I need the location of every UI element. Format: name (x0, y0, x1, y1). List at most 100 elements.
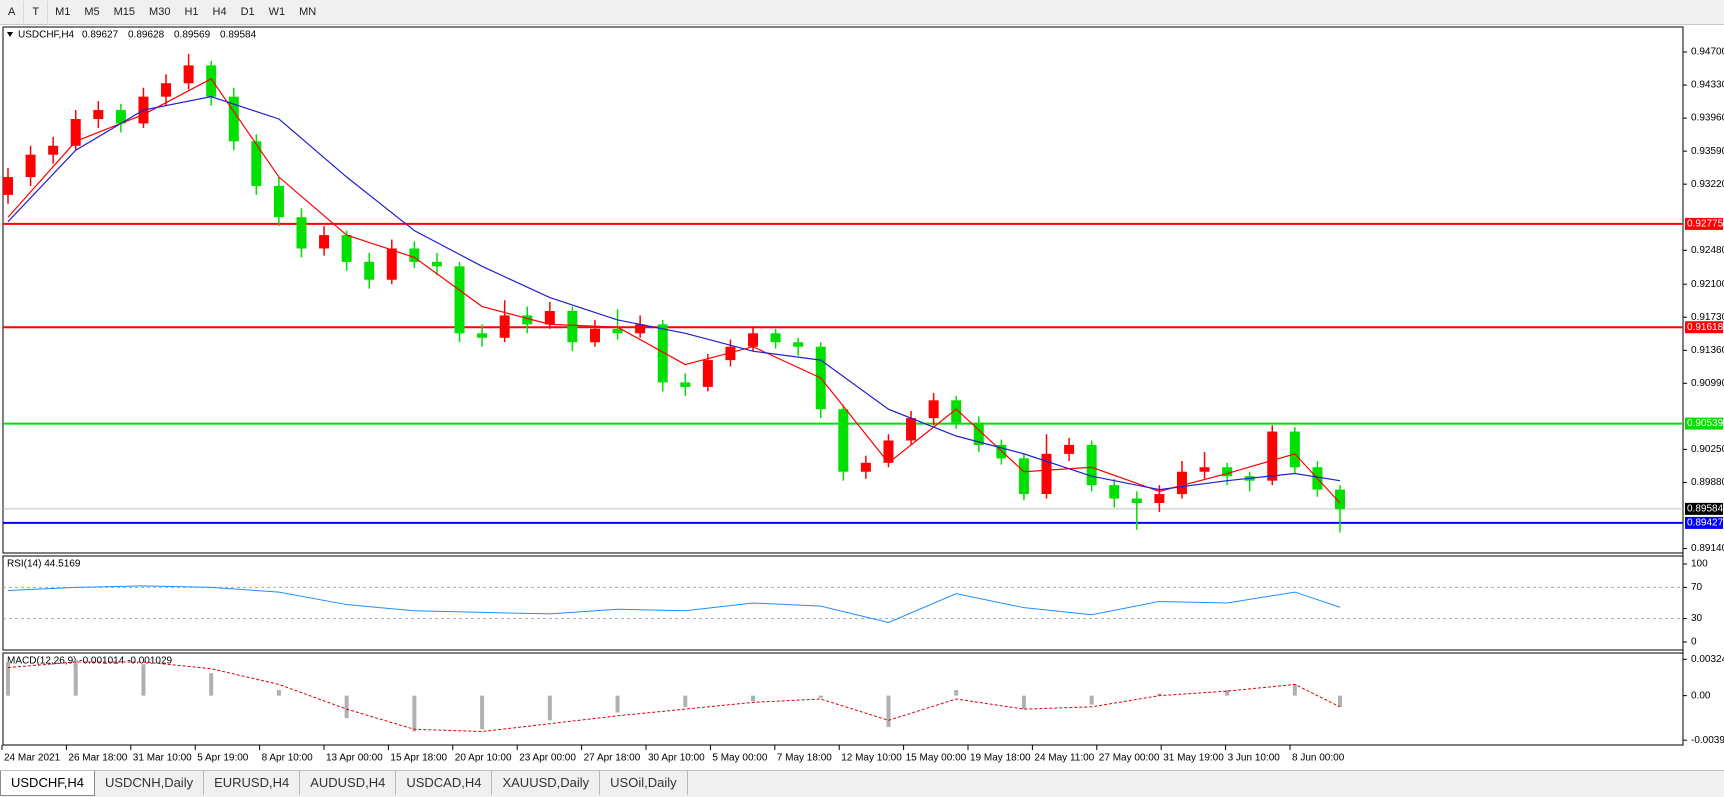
candle-body (228, 96, 239, 142)
toolbar: A T M1 M5 M15 M30 H1 H4 D1 W1 MN (0, 0, 1724, 25)
panel-frame (2, 652, 1684, 746)
level-label: 0.92775 (1687, 219, 1724, 230)
candle-body (206, 65, 217, 97)
timeframe-button[interactable]: M1 (55, 6, 71, 18)
symbol-tab[interactable]: USOil,Daily (600, 771, 688, 795)
macd-bar (480, 695, 485, 730)
macd-bar (344, 695, 349, 719)
candle-body (251, 141, 262, 186)
candle-body (1041, 453, 1052, 495)
y-tick-label: 0.93220 (1691, 179, 1724, 190)
candle-body (319, 235, 330, 249)
indicator-title: MACD(12,26,9) -0.001014 -0.001029 (7, 656, 173, 667)
x-tick-label: 15 May 00:00 (906, 753, 967, 764)
candle-body (793, 342, 804, 347)
x-tick-label: 30 Apr 10:00 (648, 753, 705, 764)
toolbar-tool[interactable]: T (24, 1, 49, 23)
x-tick-label: 3 Jun 10:00 (1228, 753, 1281, 764)
x-tick-label: 23 Apr 00:00 (519, 753, 576, 764)
candle-body (725, 346, 736, 361)
y-tick-label: 70 (1691, 582, 1703, 593)
candle-body (860, 462, 871, 472)
x-tick-label: 24 Mar 2021 (4, 753, 61, 764)
candle-body (25, 154, 36, 178)
x-tick-label: 5 May 00:00 (712, 753, 767, 764)
candle-body (544, 310, 555, 325)
candle-body (589, 328, 600, 343)
x-tick-label: 8 Jun 00:00 (1292, 753, 1345, 764)
symbol-tab[interactable]: AUDUSD,H4 (300, 771, 397, 795)
candle-body (1131, 498, 1142, 503)
y-tick-label: 0.92480 (1691, 245, 1724, 256)
macd-bar (954, 690, 959, 696)
timeframe-button[interactable]: D1 (240, 6, 255, 18)
y-tick-label: 100 (1691, 559, 1708, 570)
symbol-tab[interactable]: XAUUSD,Daily (492, 771, 601, 795)
candle-body (477, 333, 488, 338)
macd-bar (683, 695, 688, 707)
y-tick-label: 30 (1691, 613, 1703, 624)
macd-bar (1338, 695, 1342, 707)
header-price: 0.89627 (82, 30, 119, 41)
candle-body (883, 440, 894, 463)
chart-title: USDCHF,H4 (18, 30, 75, 41)
candle-body (1176, 471, 1187, 495)
candle-body (1064, 444, 1075, 454)
candle-body (296, 217, 307, 249)
y-tick-label: 0 (1691, 637, 1697, 648)
symbol-tab[interactable]: USDCNH,Daily (95, 771, 205, 795)
y-tick-label: 0.94700 (1691, 47, 1724, 58)
timeframe-button[interactable]: M5 (84, 6, 100, 18)
x-tick-label: 31 Mar 10:00 (133, 753, 192, 764)
candle-body (183, 65, 194, 84)
macd-bar (751, 695, 756, 702)
candle-body (1109, 485, 1120, 499)
y-tick-label: 0.003241 (1691, 654, 1724, 665)
level-label-box (1685, 516, 1723, 529)
timeframe-button[interactable]: M30 (149, 6, 171, 18)
candle-body (1267, 431, 1278, 481)
candle-body (3, 177, 13, 195)
x-tick-label: 26 Mar 18:00 (68, 753, 127, 764)
symbol-tab[interactable]: USDCHF,H4 (0, 771, 95, 796)
candle-body (454, 266, 465, 334)
y-tick-label: 0.91360 (1691, 345, 1724, 356)
toolbar-tool[interactable]: A (0, 1, 25, 23)
candle-body (341, 235, 352, 262)
symbol-tab[interactable]: EURUSD,H4 (204, 771, 301, 795)
candle-body (1154, 494, 1165, 503)
timeframe-button[interactable]: MN (299, 6, 317, 18)
candle-body (386, 248, 397, 280)
candle-body (70, 118, 81, 146)
macd-bar (615, 695, 620, 713)
macd-signal (7, 661, 1341, 733)
candle-body (635, 324, 646, 334)
x-tick-label: 24 May 11:00 (1034, 753, 1094, 764)
header-price: 0.89584 (220, 30, 257, 41)
candle-body (1289, 431, 1300, 468)
header-price: 0.89569 (174, 30, 211, 41)
macd-bar (1292, 684, 1297, 696)
candle-body (702, 360, 713, 387)
candle-body (1018, 458, 1029, 495)
x-tick-label: 15 Apr 18:00 (390, 753, 447, 764)
x-tick-label: 31 May 19:00 (1163, 753, 1224, 764)
timeframe-button[interactable]: W1 (268, 6, 286, 18)
macd-bar (141, 664, 146, 696)
candle-body (48, 145, 59, 155)
timeframe-button[interactable]: M15 (113, 6, 136, 18)
candle-body (115, 110, 126, 124)
candle-body (748, 333, 759, 347)
symbol-tab[interactable]: USDCAD,H4 (396, 771, 493, 795)
candle-body (93, 110, 104, 119)
timeframe-button[interactable]: H1 (184, 6, 199, 18)
candle-body (612, 328, 623, 334)
macd-bar (1089, 695, 1094, 705)
candle-body (499, 315, 510, 338)
macd-bar (1157, 693, 1162, 696)
y-tick-label: 0.89140 (1691, 543, 1724, 554)
macd-bar (276, 690, 281, 696)
candle-body (973, 422, 984, 445)
timeframe-button[interactable]: H4 (212, 6, 227, 18)
